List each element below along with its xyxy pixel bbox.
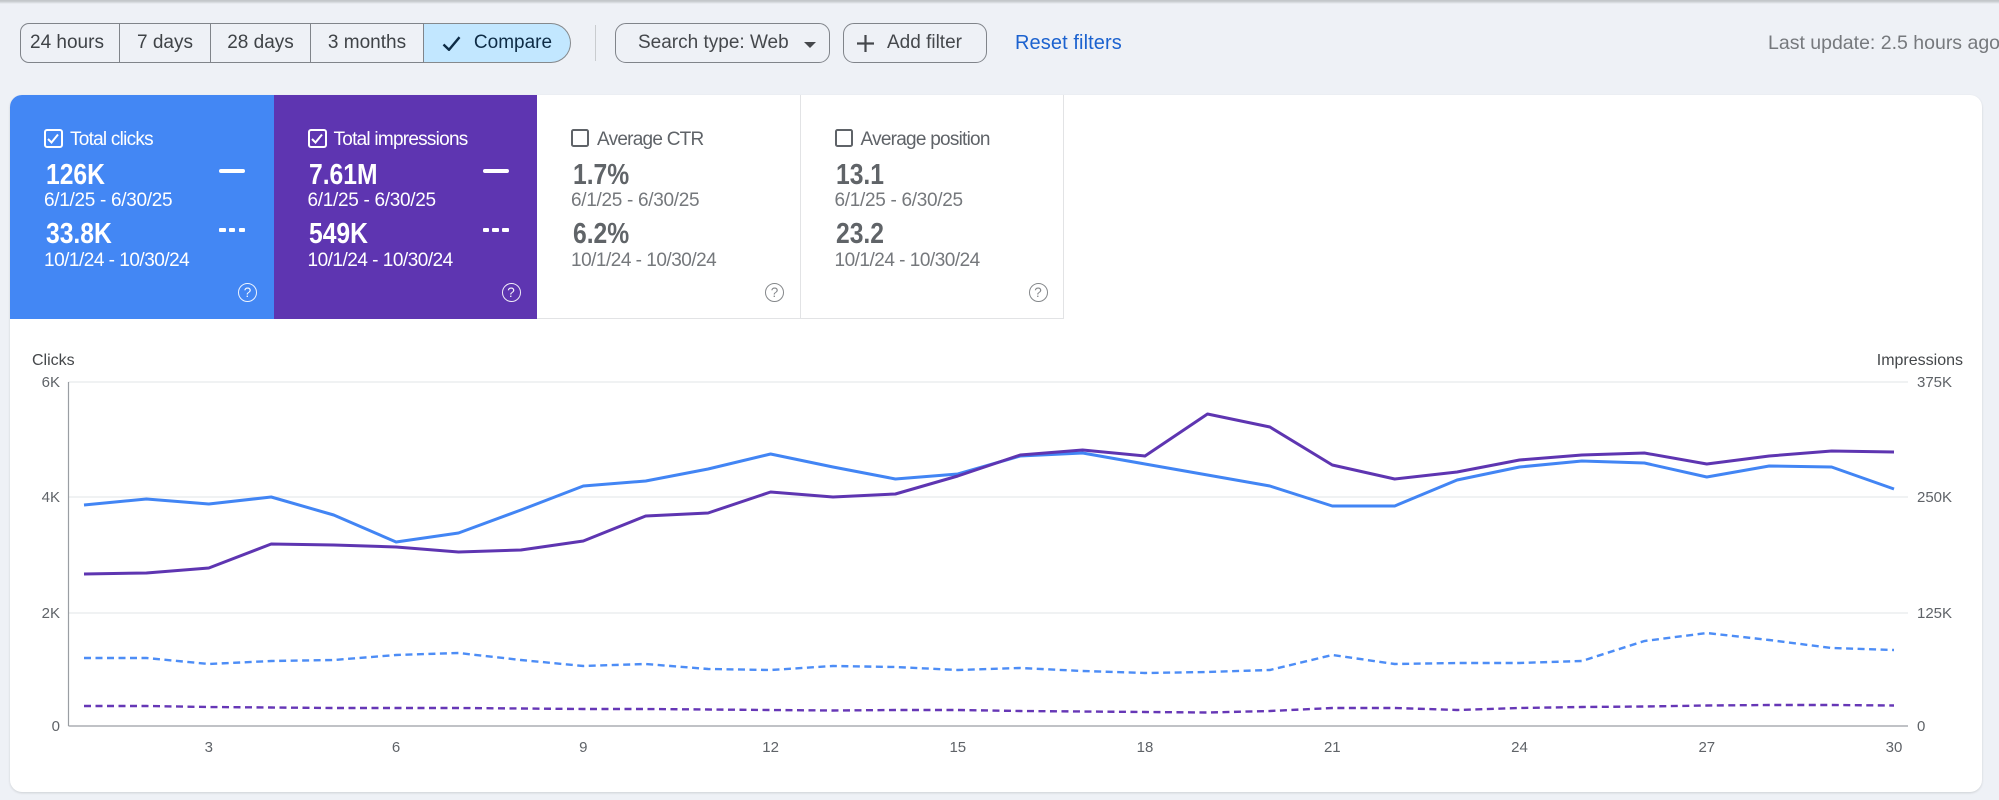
svg-text:6K: 6K: [42, 374, 60, 391]
svg-text:2K: 2K: [42, 605, 60, 622]
svg-text:0: 0: [52, 718, 60, 735]
svg-text:250K: 250K: [1917, 489, 1952, 506]
svg-text:125K: 125K: [1917, 605, 1952, 622]
svg-text:15: 15: [949, 739, 966, 756]
svg-text:21: 21: [1324, 739, 1341, 756]
svg-text:12: 12: [762, 739, 779, 756]
svg-text:18: 18: [1137, 739, 1154, 756]
svg-text:Impressions: Impressions: [1877, 352, 1963, 369]
svg-text:6: 6: [392, 739, 400, 756]
svg-text:4K: 4K: [42, 489, 60, 506]
svg-text:0: 0: [1917, 718, 1925, 735]
svg-text:3: 3: [205, 739, 213, 756]
svg-text:9: 9: [579, 739, 587, 756]
svg-text:27: 27: [1698, 739, 1715, 756]
svg-text:Clicks: Clicks: [32, 352, 75, 369]
svg-text:30: 30: [1886, 739, 1903, 756]
svg-text:24: 24: [1511, 739, 1528, 756]
svg-text:375K: 375K: [1917, 374, 1952, 391]
